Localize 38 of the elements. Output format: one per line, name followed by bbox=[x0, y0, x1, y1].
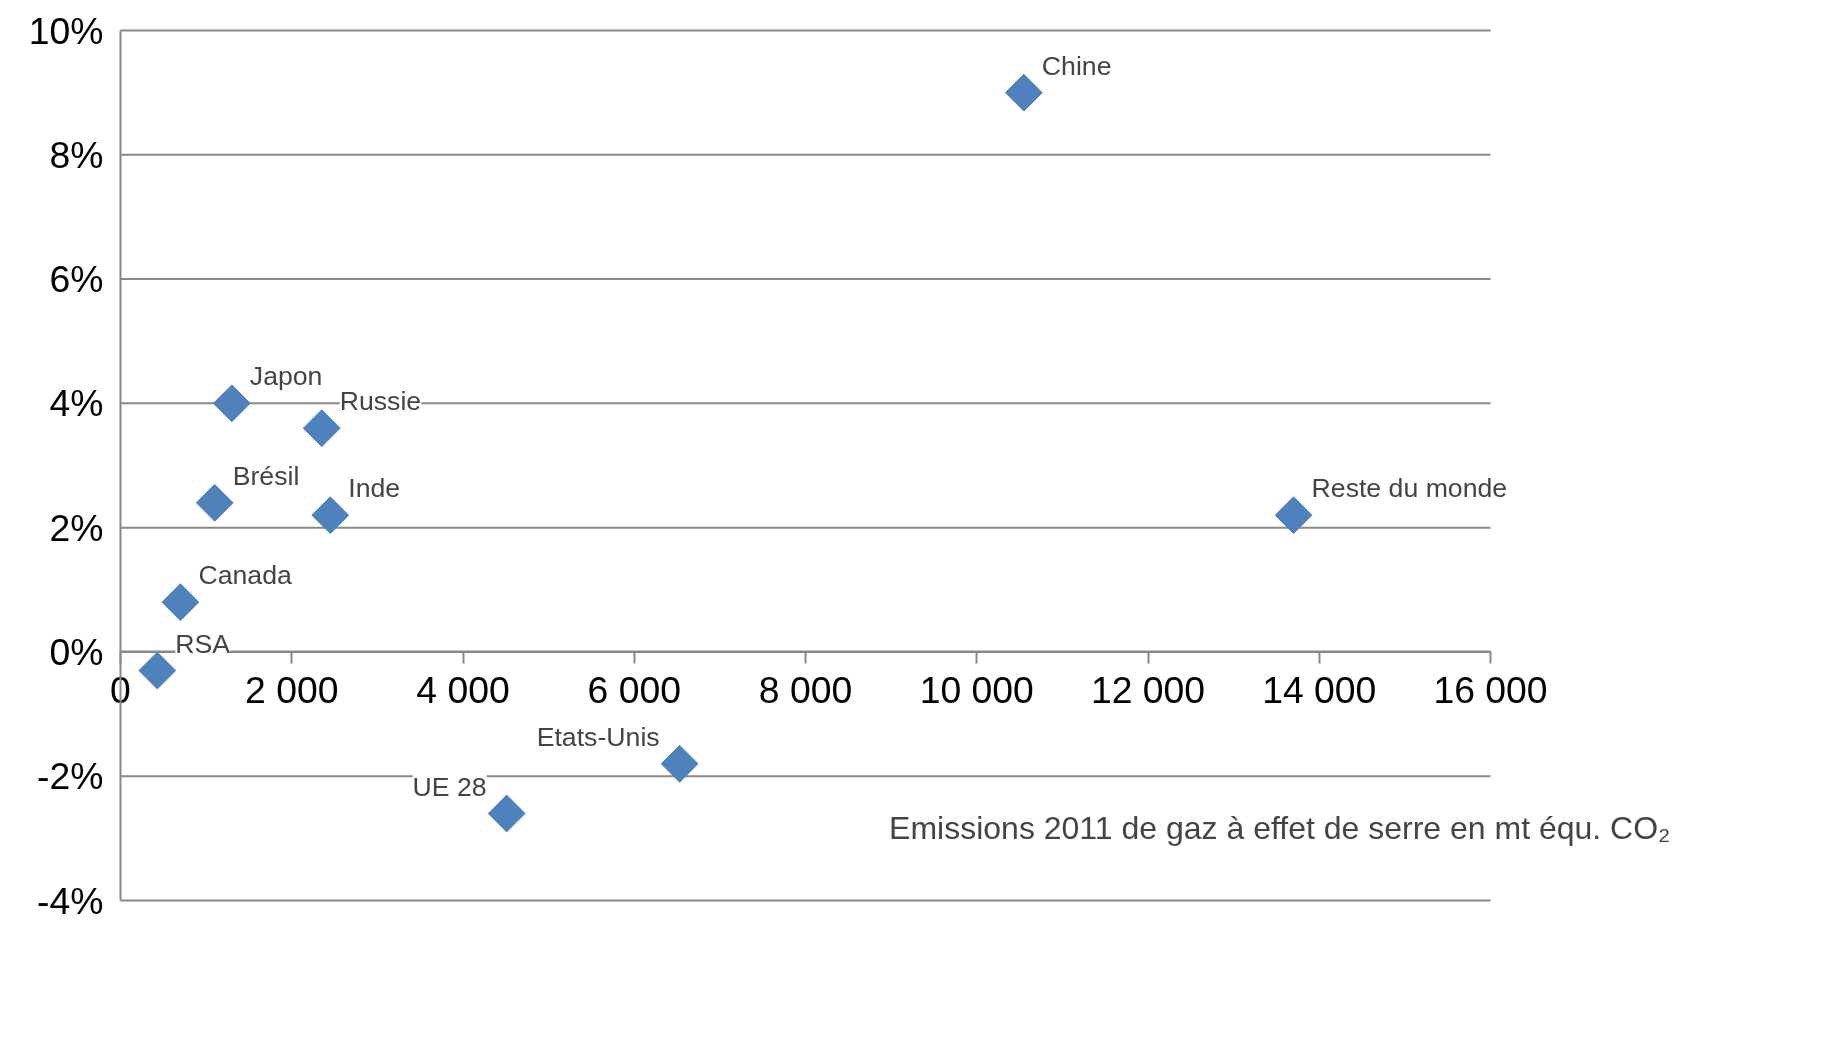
series-label: RSA bbox=[175, 628, 231, 659]
y-tick-label: 6% bbox=[49, 258, 104, 301]
series-label: Russie bbox=[339, 386, 422, 417]
series-label: Canada bbox=[198, 560, 292, 591]
point bbox=[195, 483, 234, 522]
series-label: Brésil bbox=[232, 460, 300, 491]
series-label: Etats-Unis bbox=[536, 721, 660, 752]
point bbox=[1274, 496, 1313, 535]
x-tick-label: 6 000 bbox=[587, 668, 681, 711]
x-tick-label: 0 bbox=[110, 668, 131, 711]
y-tick-label: -2% bbox=[37, 755, 104, 798]
series-label: Inde bbox=[348, 473, 401, 504]
x-tick-label: 4 000 bbox=[416, 668, 510, 711]
series-label: Chine bbox=[1041, 50, 1112, 81]
x-tick-label: 16 000 bbox=[1433, 668, 1548, 711]
point bbox=[302, 409, 341, 448]
series-label: UE 28 bbox=[412, 771, 487, 802]
series-label: Reste du monde bbox=[1311, 473, 1508, 504]
x-tick-label: 8 000 bbox=[758, 668, 853, 711]
x-tick-label: 10 000 bbox=[919, 668, 1034, 711]
point bbox=[311, 496, 350, 535]
y-tick-label: 4% bbox=[49, 382, 104, 425]
x-tick-label: 14 000 bbox=[1262, 668, 1377, 711]
point bbox=[138, 651, 177, 690]
y-tick-label: 10% bbox=[28, 9, 104, 52]
x-tick-label: 12 000 bbox=[1090, 668, 1206, 711]
y-tick-label: 8% bbox=[49, 133, 104, 176]
y-tick-label: 0% bbox=[49, 630, 104, 673]
series-label: Japon bbox=[249, 361, 323, 392]
y-tick-label: -4% bbox=[37, 879, 104, 922]
point bbox=[1004, 73, 1043, 112]
y-tick-label: 2% bbox=[49, 506, 104, 549]
point bbox=[487, 794, 526, 833]
x-tick-label: 2 000 bbox=[245, 668, 339, 711]
point bbox=[161, 583, 200, 622]
point bbox=[660, 744, 699, 783]
x-axis-title: Emissions 2011 de gaz à effet de serre en mt équ. CO₂ bbox=[889, 809, 1671, 846]
point bbox=[212, 384, 251, 423]
